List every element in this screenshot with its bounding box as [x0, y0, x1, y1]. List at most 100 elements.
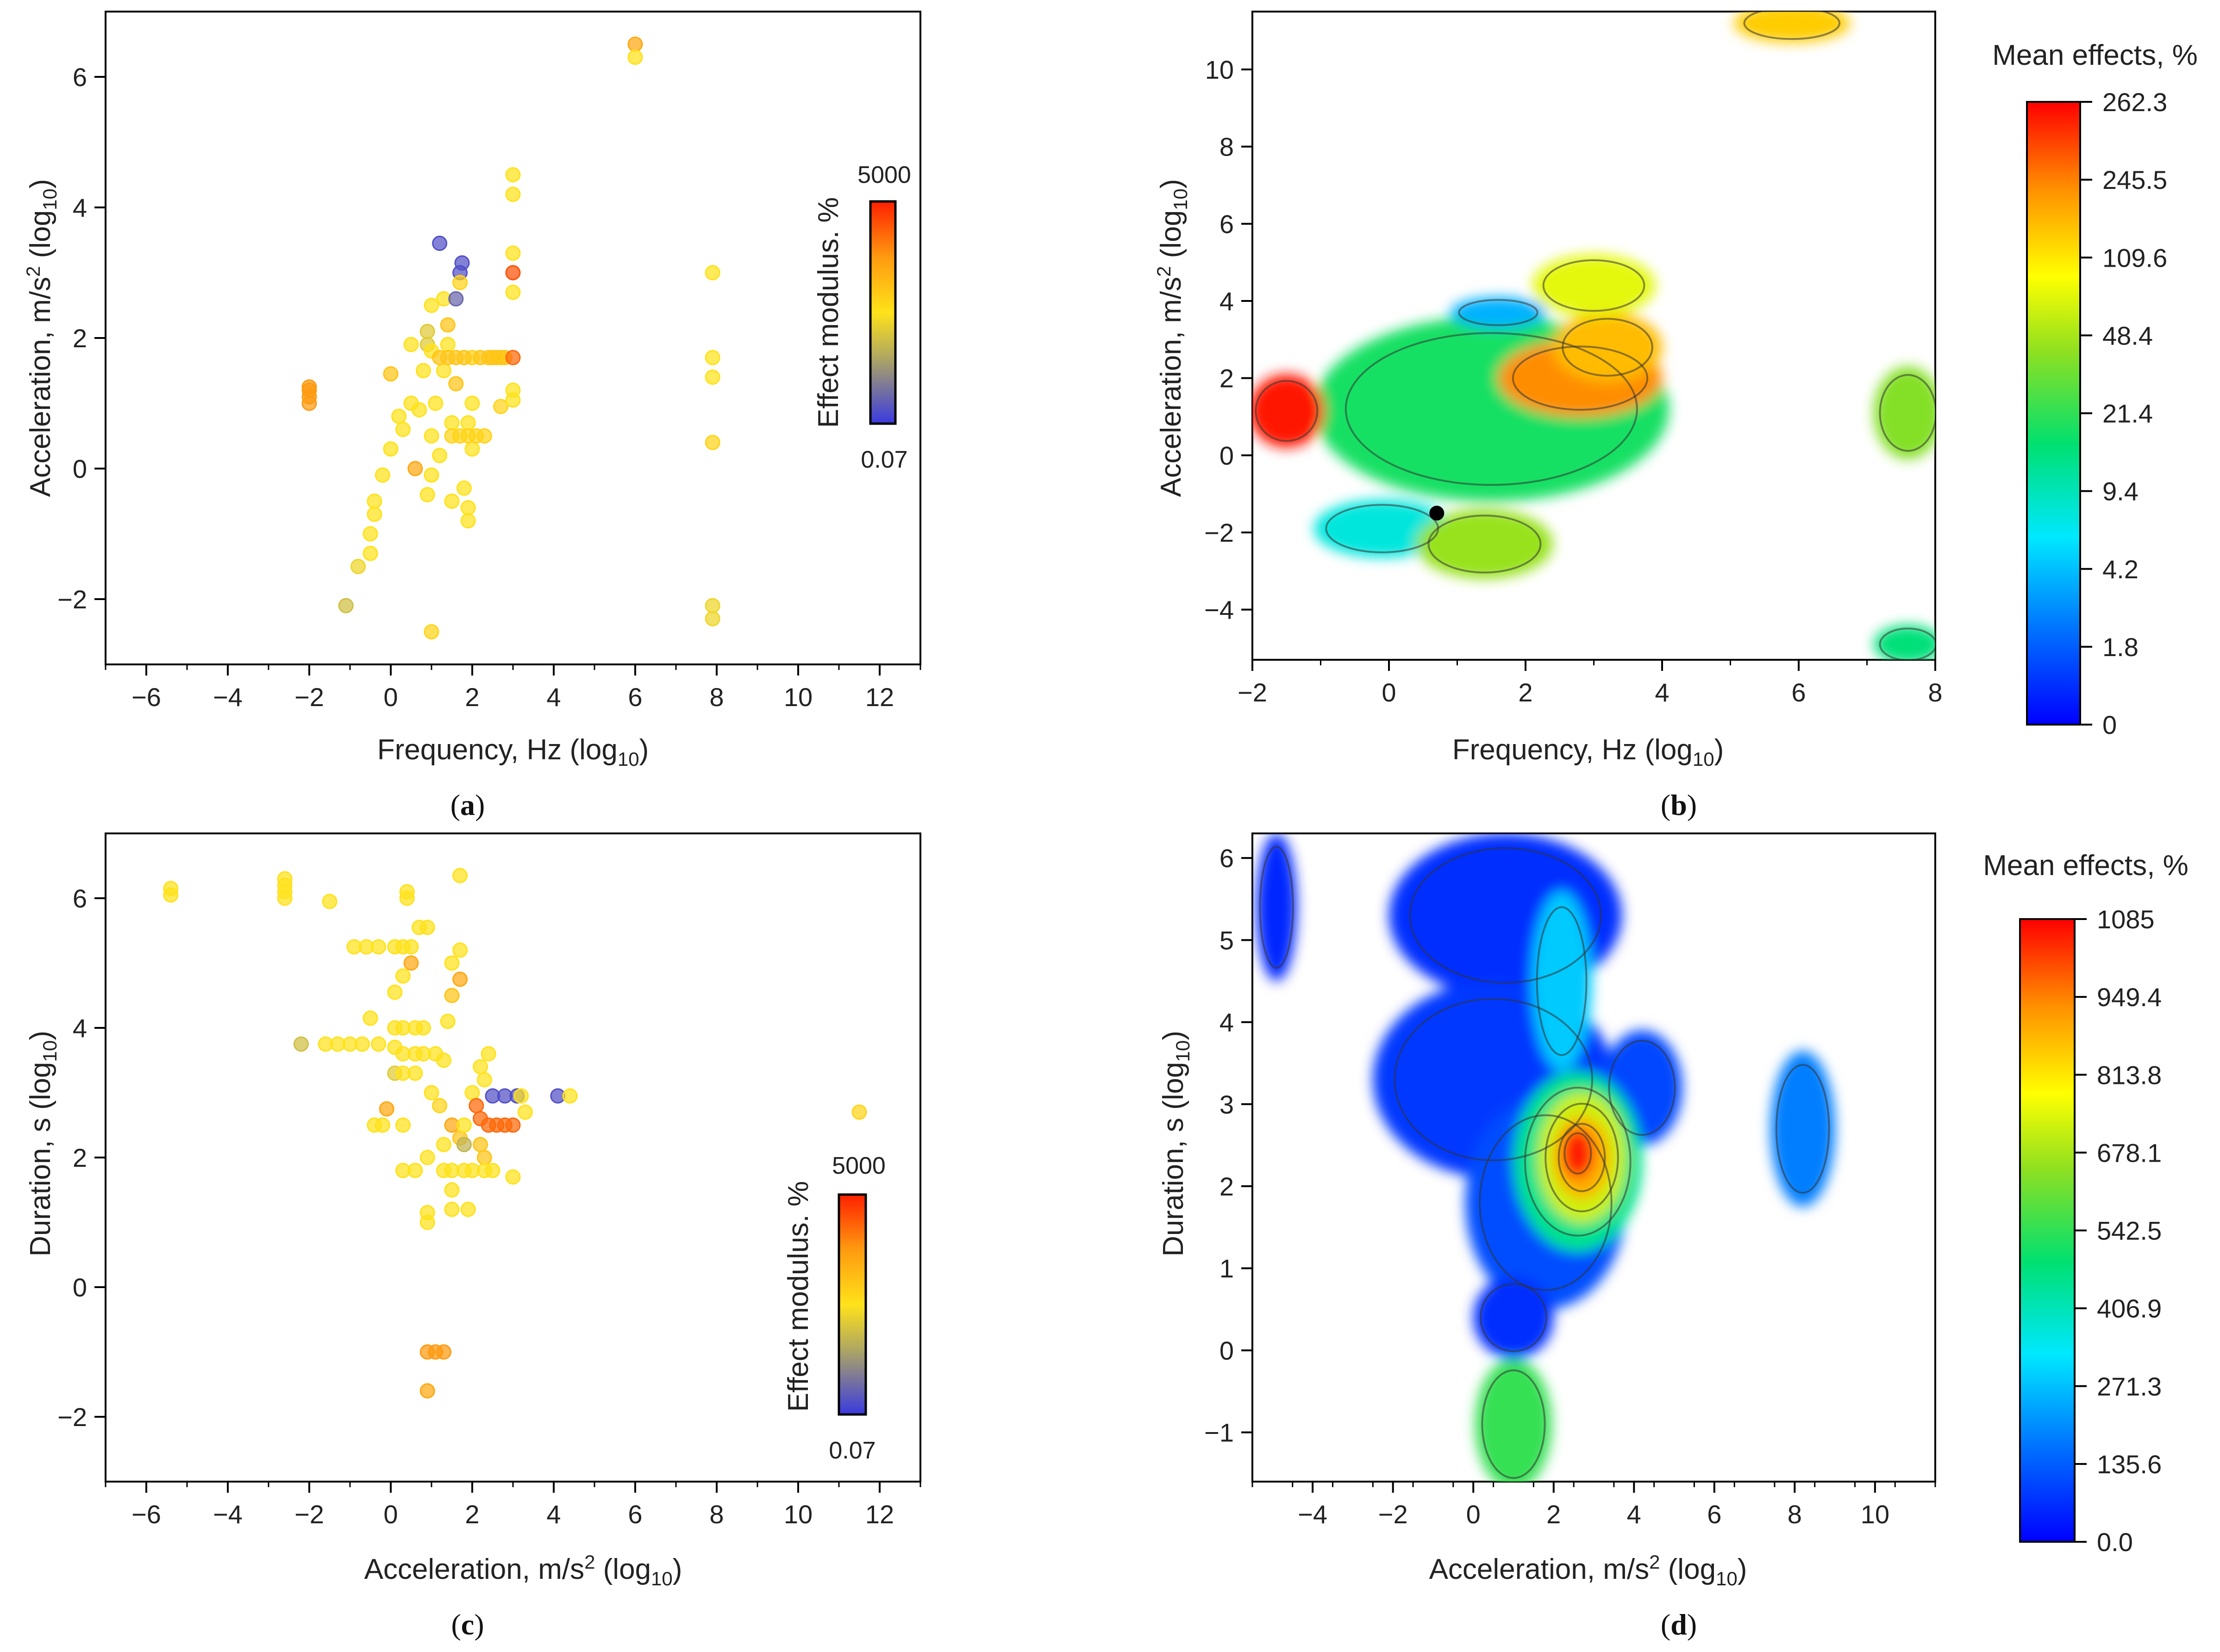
heatmap-region: [1313, 500, 1451, 558]
data-point: [391, 408, 407, 424]
contour-line: [1536, 906, 1588, 1056]
contour-line: [1394, 998, 1594, 1162]
colorbar-tick-label: 4.2: [2102, 555, 2139, 584]
x-tick-label: 10: [784, 682, 813, 712]
x-tick-label: 0: [383, 1500, 398, 1529]
colorbar-tick-label: 813.8: [2097, 1060, 2162, 1089]
panel-c-colorbar-label: Effect modulus. %: [782, 1181, 814, 1412]
data-point: [505, 284, 521, 300]
x-tick-label: −6: [131, 1500, 161, 1529]
colorbar-tick-label: 109.6: [2102, 243, 2167, 272]
data-point: [452, 868, 468, 883]
data-point: [440, 1014, 456, 1029]
colorbar-tick-label: 0.0: [2097, 1527, 2133, 1557]
colorbar-tick-label: 1085: [2097, 905, 2155, 934]
data-point: [460, 500, 476, 516]
x-tick-label: −2: [294, 682, 324, 712]
panel-a: −6 −4 −2 0 2 4 6 8 10 12 −2 0 2 4 6 Frequency, Hz (log…: [22, 11, 921, 821]
panel-c-plot-area: [105, 832, 921, 1483]
data-point: [432, 1098, 448, 1114]
data-point: [505, 167, 521, 182]
colorbar-tick-label: 0: [2102, 710, 2117, 739]
data-point: [436, 1344, 451, 1360]
y-tick-label: 6: [73, 884, 87, 913]
x-tick-label: 2: [465, 1500, 479, 1529]
x-tick-label: 2: [1546, 1500, 1561, 1529]
x-tick-label: 10: [1861, 1500, 1889, 1529]
x-tick-label: −4: [213, 1500, 243, 1529]
data-point: [517, 1104, 533, 1120]
data-point: [322, 894, 338, 909]
panel-b-caption: (b): [1661, 788, 1697, 821]
contour-line: [1427, 514, 1542, 574]
data-point: [460, 1201, 476, 1217]
contour-line: [1512, 345, 1649, 411]
contour-line: [1479, 1283, 1548, 1352]
data-point: [444, 415, 460, 431]
panel-d-x-title: Acceleration, m/s2 (log10): [1429, 1551, 1747, 1589]
data-point: [444, 1201, 460, 1217]
data-point: [448, 376, 464, 392]
colorbar-tick-label: 9.4: [2102, 477, 2139, 506]
data-point: [851, 1104, 867, 1120]
data-point: [705, 598, 720, 613]
y-tick-label: 2: [73, 1143, 87, 1172]
data-point: [464, 1085, 480, 1101]
panel-d: −4 −2 0 2 4 6 8 10 −1 0 1 2 3 4 5 6 Acceleration, m/s2 …: [1157, 832, 2189, 1641]
data-point: [367, 507, 382, 522]
panel-a-caption: (a): [450, 788, 485, 821]
data-point: [454, 255, 470, 271]
y-tick-label: −4: [1204, 595, 1234, 625]
y-tick-label: 4: [1219, 287, 1234, 316]
x-tick-label: 4: [1655, 678, 1669, 707]
contour-line: [1255, 380, 1319, 442]
panel-a-plot-area: [105, 11, 921, 665]
panel-d-axes: −4 −2 0 2 4 6 8 10 −1 0 1 2 3 4 5 6: [1204, 844, 1936, 1529]
data-point: [419, 920, 435, 935]
colorbar-tick-label: 678.1: [2097, 1138, 2162, 1167]
contour-line: [1743, 12, 1841, 40]
data-point: [440, 337, 456, 352]
data-point: [277, 890, 293, 906]
x-tick-label: 0: [1466, 1500, 1481, 1529]
y-tick-label: 2: [1219, 1172, 1234, 1201]
data-point: [513, 1088, 529, 1104]
data-point: [476, 1150, 492, 1165]
x-tick-label: 10: [784, 1500, 813, 1529]
data-point: [456, 480, 472, 496]
data-point: [363, 1010, 378, 1026]
data-point: [403, 939, 419, 955]
colorbar-tick-label: 949.4: [2097, 982, 2162, 1012]
colorbar-tick-label: 135.6: [2097, 1450, 2162, 1479]
contour-line: [1481, 1369, 1546, 1479]
data-point: [452, 971, 468, 987]
data-point: [627, 50, 643, 65]
data-point: [481, 1046, 496, 1062]
data-point: [424, 428, 439, 444]
data-point: [338, 598, 354, 613]
data-point: [464, 441, 480, 457]
heatmap-region: [1450, 297, 1546, 328]
data-point: [395, 1117, 411, 1133]
panel-d-colorbar-title: Mean effects, %: [1983, 850, 2188, 882]
panel-b-colorbar-ticks: 262.3 245.5 109.6 48.4 21.4 9.4 4.2 1.8 0: [2080, 88, 2167, 739]
x-tick-label: 8: [709, 1500, 724, 1529]
x-tick-label: −4: [213, 682, 243, 712]
panel-c-colorbar-min: 0.07: [829, 1437, 875, 1464]
heatmap-region: [1252, 374, 1324, 448]
data-point: [424, 298, 439, 313]
y-tick-label: 5: [1219, 926, 1234, 955]
data-point: [363, 545, 378, 561]
data-point: [705, 369, 720, 385]
data-point: [432, 236, 448, 251]
x-tick-label: −2: [1238, 678, 1267, 707]
x-tick-label: 2: [1518, 678, 1532, 707]
data-point: [485, 1163, 500, 1178]
data-point: [460, 415, 476, 431]
x-tick-label: −4: [1298, 1500, 1327, 1529]
y-tick-label: 0: [73, 454, 87, 483]
heatmap-region: [1733, 12, 1850, 43]
heatmap-region: [1874, 625, 1935, 660]
heatmap-region: [1256, 833, 1297, 981]
panel-c-caption: (c): [451, 1608, 484, 1641]
